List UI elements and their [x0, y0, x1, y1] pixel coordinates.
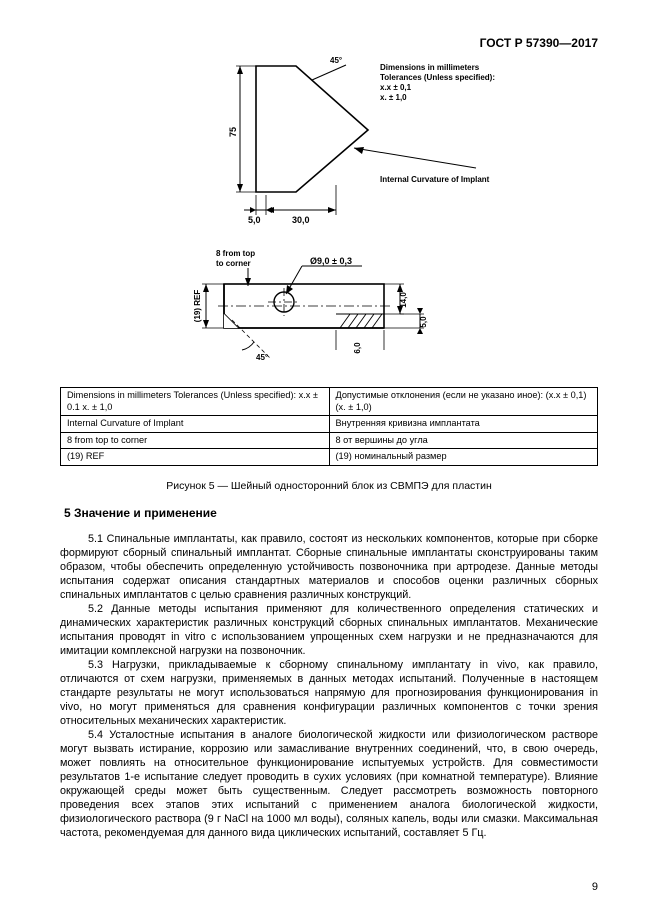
- legend-cell: (19) REF: [61, 449, 330, 466]
- legend-row: Dimensions in millimeters Tolerances (Un…: [61, 388, 598, 416]
- paragraph: 5.4 Усталостные испытания в аналоге биол…: [60, 728, 598, 840]
- bot-dim-6: 6,0: [353, 342, 362, 354]
- bot-dim-5: 5,0: [419, 316, 428, 328]
- legend-cell: (19) номинальный размер: [329, 449, 598, 466]
- paragraph: 5.2 Данные методы испытания применяют дл…: [60, 602, 598, 658]
- bot-angle-label: 45°: [256, 353, 268, 362]
- bot-dia-label: Ø9,0 ± 0,3: [310, 256, 352, 266]
- figure-svg: 45° Dimensions in millimeters Tolerances…: [154, 56, 504, 376]
- bot-ref-label: (19) REF: [193, 290, 202, 323]
- legend-cell: 8 от вершины до угла: [329, 432, 598, 449]
- legend-cell: 8 from top to corner: [61, 432, 330, 449]
- top-internal-curvature: Internal Curvature of Implant: [380, 175, 490, 184]
- paragraph: 5.1 Спинальные имплантаты, как правило, …: [60, 532, 598, 602]
- legend-row: 8 from top to corner8 от вершины до угла: [61, 432, 598, 449]
- bot-dim-14: 14,0: [399, 292, 408, 308]
- legend-cell: Internal Curvature of Implant: [61, 416, 330, 433]
- top-dim-5: 5,0: [248, 215, 261, 225]
- page-number: 9: [592, 881, 598, 893]
- top-header-2: Tolerances (Unless specified):: [380, 73, 495, 82]
- top-header-3: x.x ± 0,1: [380, 83, 412, 92]
- bot-note-1: 8 from top: [216, 249, 255, 258]
- top-dim-30: 30,0: [292, 215, 310, 225]
- bot-note-2: to corner: [216, 259, 251, 268]
- top-header-1: Dimensions in millimeters: [380, 63, 480, 72]
- top-header-4: x. ± 1,0: [380, 93, 407, 102]
- legend-cell: Dimensions in millimeters Tolerances (Un…: [61, 388, 330, 416]
- legend-row: (19) REF(19) номинальный размер: [61, 449, 598, 466]
- legend-row: Internal Curvature of ImplantВнутренняя …: [61, 416, 598, 433]
- figure: 45° Dimensions in millimeters Tolerances…: [60, 56, 598, 381]
- legend-cell: Внутренняя кривизна имплантата: [329, 416, 598, 433]
- top-angle-label: 45°: [330, 56, 342, 65]
- legend-table: Dimensions in millimeters Tolerances (Un…: [60, 387, 598, 466]
- top-height-label: 75: [228, 127, 238, 137]
- section-title: 5 Значение и применение: [64, 506, 598, 520]
- document-id: ГОСТ Р 57390—2017: [60, 36, 598, 50]
- legend-cell: Допустимые отклонения (если не указано и…: [329, 388, 598, 416]
- figure-caption: Рисунок 5 — Шейный односторонний блок из…: [60, 480, 598, 492]
- paragraph: 5.3 Нагрузки, прикладываемые к сборному …: [60, 658, 598, 728]
